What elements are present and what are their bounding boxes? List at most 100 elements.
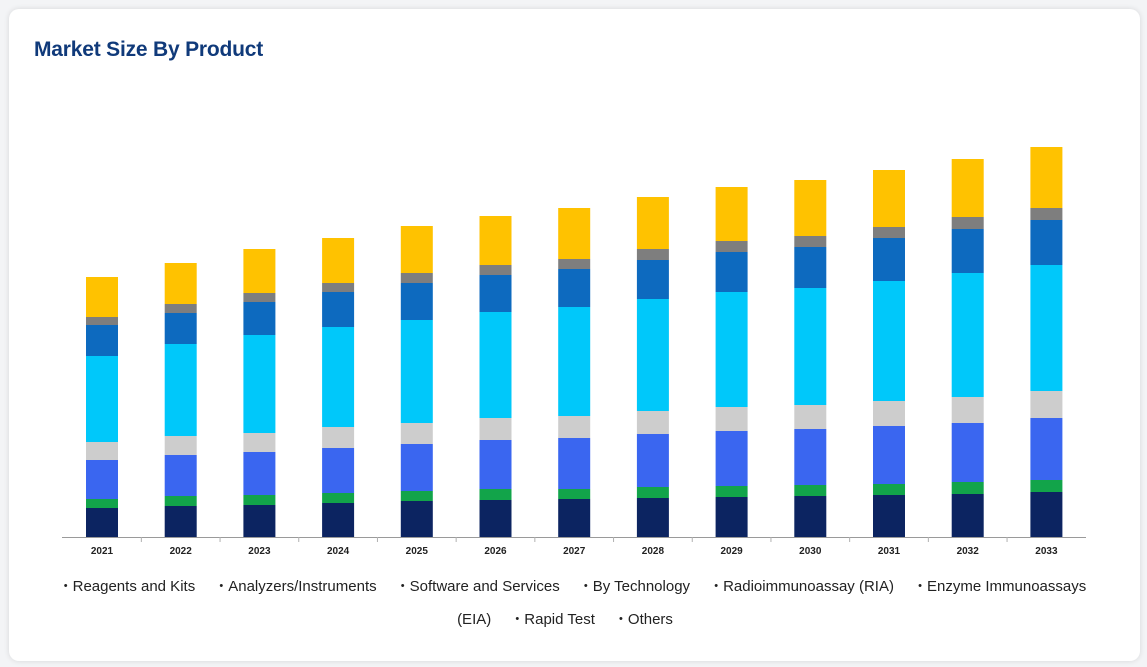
legend-bullet-icon: • bbox=[714, 580, 719, 592]
bar-segment-2024-4 bbox=[322, 427, 355, 448]
bar-segment-2028-7 bbox=[636, 249, 669, 260]
bar-segment-2033-5 bbox=[1030, 265, 1063, 391]
bar-segment-2026-8 bbox=[479, 216, 512, 265]
legend-item: • Rapid Test bbox=[515, 611, 594, 628]
bar-segment-2029-3 bbox=[715, 431, 748, 486]
bar-segment-2032-4 bbox=[951, 397, 984, 423]
bar-segment-2031-1 bbox=[873, 495, 905, 537]
bar-segment-2024-8 bbox=[322, 238, 355, 283]
bar-segment-2027-8 bbox=[558, 208, 591, 259]
legend-item: • Reagents and Kits bbox=[64, 578, 195, 595]
bar-segment-2026-1 bbox=[479, 500, 512, 537]
legend-item: • Enzyme Immunoassays (EIA) bbox=[457, 578, 1086, 628]
bar-segment-2028-2 bbox=[636, 487, 669, 498]
bar-segment-2027-2 bbox=[558, 489, 591, 499]
legend-item: • Software and Services bbox=[401, 578, 560, 595]
bar-segment-2030-2 bbox=[794, 485, 827, 496]
x-tick-label: 2023 bbox=[248, 546, 271, 557]
x-tick-label: 2032 bbox=[957, 546, 980, 557]
bar-segment-2028-8 bbox=[636, 197, 669, 249]
bar-segment-2031-7 bbox=[873, 227, 905, 238]
bar-segment-2033-7 bbox=[1030, 208, 1063, 220]
x-tick-label: 2031 bbox=[878, 546, 901, 557]
bar-segment-2023-5 bbox=[243, 335, 276, 433]
bar-segment-2022-8 bbox=[164, 263, 197, 304]
bar-segment-2031-8 bbox=[873, 170, 905, 227]
bar-segment-2023-2 bbox=[243, 495, 276, 505]
bar-segment-2021-3 bbox=[86, 460, 118, 499]
legend-label: Radioimmunoassay (RIA) bbox=[723, 578, 894, 595]
bar-segment-2024-2 bbox=[322, 493, 355, 503]
bar-segment-2030-7 bbox=[794, 236, 827, 247]
bar-segment-2021-7 bbox=[86, 317, 118, 325]
bar-segment-2023-8 bbox=[243, 249, 276, 293]
bar-segment-2025-6 bbox=[400, 283, 433, 320]
x-tick-labels: 2021 2022 2023 2024 2025 2026 2027 2028 2029 2030… bbox=[91, 537, 1058, 557]
bar-segment-2024-1 bbox=[322, 503, 355, 537]
bar-segment-2025-7 bbox=[400, 273, 433, 283]
bar-segment-2032-3 bbox=[951, 423, 984, 482]
bar-segment-2028-5 bbox=[636, 299, 669, 411]
x-tick-label: 2027 bbox=[563, 546, 586, 557]
bar-segment-2026-3 bbox=[479, 440, 512, 489]
legend-bullet-icon: • bbox=[219, 580, 224, 592]
bar-segment-2025-1 bbox=[400, 501, 433, 537]
x-tick-label: 2022 bbox=[170, 546, 193, 557]
bar-segment-2033-1 bbox=[1030, 492, 1063, 537]
legend-label: Software and Services bbox=[409, 578, 560, 595]
bar-segment-2029-2 bbox=[715, 486, 748, 497]
bar-segment-2025-4 bbox=[400, 423, 433, 444]
legend-item: • By Technology bbox=[584, 578, 690, 595]
bar-segment-2027-5 bbox=[558, 307, 591, 416]
bar-segment-2026-2 bbox=[479, 489, 512, 500]
bar-segment-2028-6 bbox=[636, 260, 669, 299]
legend-label: By Technology bbox=[592, 578, 691, 595]
bar-segment-2029-1 bbox=[715, 497, 748, 537]
chart-title: Market Size By Product bbox=[34, 38, 263, 61]
bar-segment-2023-4 bbox=[243, 433, 276, 452]
bar-segment-2029-4 bbox=[715, 407, 748, 431]
bar-segment-2029-8 bbox=[715, 187, 748, 241]
legend-bullet-icon: • bbox=[63, 580, 68, 592]
bars-group bbox=[86, 147, 1063, 537]
bar-segment-2028-1 bbox=[636, 498, 669, 537]
bar-segment-2033-8 bbox=[1030, 147, 1063, 208]
bar-segment-2031-6 bbox=[873, 238, 905, 281]
bar-segment-2033-3 bbox=[1030, 418, 1063, 480]
bar-segment-2022-2 bbox=[164, 496, 197, 506]
legend-bullet-icon: • bbox=[515, 613, 520, 625]
bar-segment-2022-4 bbox=[164, 436, 197, 455]
bar-segment-2033-6 bbox=[1030, 220, 1063, 265]
bar-segment-2022-6 bbox=[164, 313, 197, 344]
legend-item: • Analyzers/Instruments bbox=[219, 578, 376, 595]
x-tick-label: 2028 bbox=[642, 546, 665, 557]
bar-segment-2026-4 bbox=[479, 418, 512, 440]
bar-segment-2023-6 bbox=[243, 302, 276, 335]
bar-segment-2027-3 bbox=[558, 438, 591, 489]
legend-label: Reagents and Kits bbox=[72, 578, 196, 595]
bar-segment-2024-6 bbox=[322, 292, 355, 327]
legend-bullet-icon: • bbox=[583, 580, 588, 592]
bar-segment-2023-1 bbox=[243, 505, 276, 537]
legend-label: Rapid Test bbox=[524, 611, 595, 628]
bar-segment-2029-6 bbox=[715, 252, 748, 292]
bar-segment-2028-3 bbox=[636, 434, 669, 487]
bar-segment-2030-6 bbox=[794, 247, 827, 288]
legend-bullet-icon: • bbox=[400, 580, 405, 592]
legend-bullet-icon: • bbox=[918, 580, 922, 592]
legend-label: Analyzers/Instruments bbox=[228, 578, 377, 595]
bar-segment-2032-5 bbox=[951, 273, 984, 397]
x-tick-label: 2033 bbox=[1035, 546, 1058, 557]
bar-segment-2032-2 bbox=[951, 482, 984, 494]
bar-segment-2031-3 bbox=[873, 426, 905, 484]
bar-segment-2031-2 bbox=[873, 484, 905, 495]
bar-segment-2031-4 bbox=[873, 401, 905, 426]
bar-segment-2022-5 bbox=[164, 344, 197, 436]
chart-legend: • Reagents and Kits • Analyzers/Instrument… bbox=[45, 570, 1095, 636]
bar-segment-2025-8 bbox=[400, 226, 433, 273]
bar-segment-2029-5 bbox=[715, 292, 748, 407]
bar-segment-2032-1 bbox=[951, 494, 984, 537]
bar-segment-2030-3 bbox=[794, 429, 827, 485]
legend-label: Enzyme Immunoassays (EIA) bbox=[457, 578, 1087, 628]
bar-segment-2023-7 bbox=[243, 293, 276, 302]
